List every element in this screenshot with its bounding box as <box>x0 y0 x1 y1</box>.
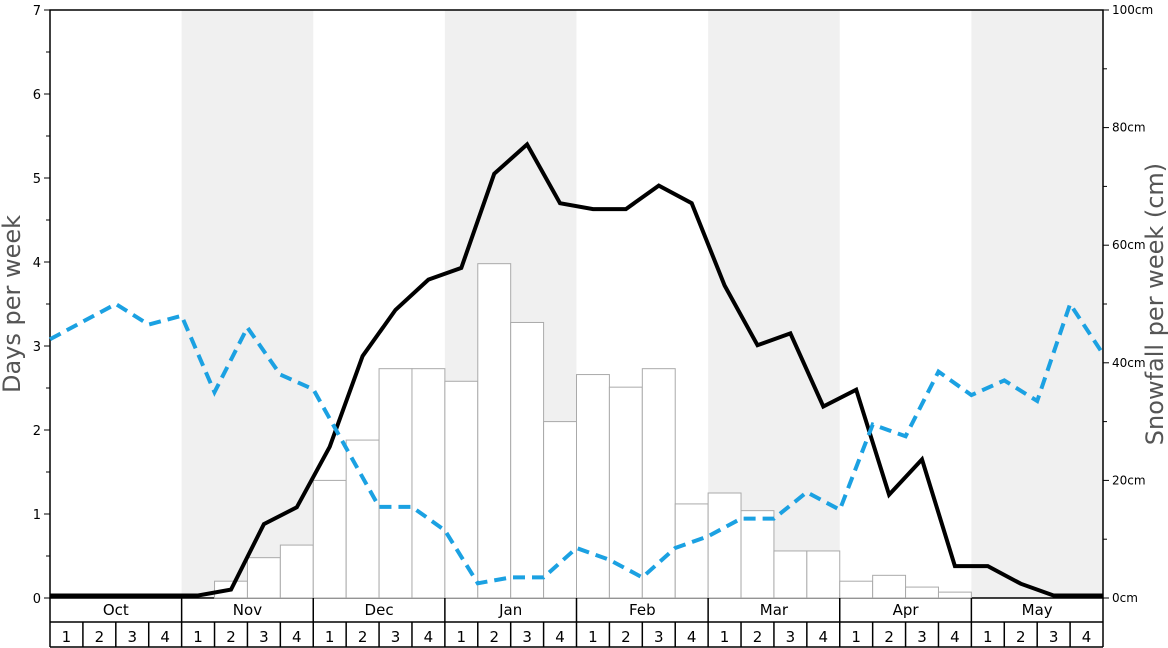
week-label: 3 <box>522 628 532 646</box>
right-tick-label: 100cm <box>1112 3 1153 17</box>
month-label-oct: Oct <box>103 601 129 619</box>
week-label: 2 <box>1016 628 1026 646</box>
week-label: 3 <box>917 628 927 646</box>
week-label: 2 <box>489 628 499 646</box>
snowfall-bar <box>740 510 775 599</box>
week-label: 2 <box>753 628 763 646</box>
week-label: 3 <box>1049 628 1059 646</box>
snowfall-bar <box>576 374 610 599</box>
snowfall-bar <box>312 479 347 599</box>
right-tick-label: 0cm <box>1112 591 1138 605</box>
week-label: 1 <box>193 628 203 646</box>
data-lines <box>49 141 1105 598</box>
right-tick-label: 60cm <box>1112 238 1146 252</box>
week-label: 1 <box>62 628 72 646</box>
snowfall-bar <box>543 421 577 599</box>
week-label: 1 <box>983 628 993 646</box>
snowfall-bar <box>608 386 643 599</box>
week-label: 4 <box>687 628 697 646</box>
snowfall-bar <box>510 321 545 599</box>
right-tick-label: 40cm <box>1112 356 1146 370</box>
week-label: 4 <box>950 628 960 646</box>
week-label: 3 <box>391 628 401 646</box>
week-label: 1 <box>457 628 467 646</box>
week-label: 2 <box>226 628 236 646</box>
week-label: 1 <box>720 628 730 646</box>
right-tick-label: 80cm <box>1112 121 1146 135</box>
week-label: 4 <box>819 628 829 646</box>
snowfall-bar <box>773 550 808 599</box>
month-shade-nov <box>181 10 314 598</box>
week-label: 4 <box>1082 628 1092 646</box>
snowfall-bars <box>214 263 972 599</box>
days-line <box>50 141 1103 598</box>
week-label: 1 <box>325 628 335 646</box>
week-label: 4 <box>292 628 302 646</box>
month-label-jan: Jan <box>498 601 522 619</box>
snowfall-bar <box>378 368 413 599</box>
week-label: 3 <box>654 628 664 646</box>
left-tick-label: 7 <box>33 4 41 19</box>
week-label: 4 <box>160 628 170 646</box>
month-label-dec: Dec <box>365 601 394 619</box>
snowfall-bar <box>872 574 907 599</box>
right-axis: 0cm 20cm 40cm 60cm 80cm 100cm <box>1103 3 1153 605</box>
left-tick-label: 2 <box>33 424 41 439</box>
month-label-apr: Apr <box>893 601 920 619</box>
snowfall-bar <box>937 591 972 599</box>
left-tick-label: 3 <box>33 340 41 355</box>
snowfall-bar <box>806 550 841 599</box>
month-label-may: May <box>1022 601 1053 619</box>
month-week-axis: Oct 1 2 3 4 Nov 1 2 3 4 Dec 1 2 3 4 Jan 1 2 3 4 Feb 1 2 3 4 Mar 1 2… <box>49 598 1104 648</box>
week-label: 1 <box>851 628 861 646</box>
week-label: 2 <box>358 628 368 646</box>
week-label: 2 <box>621 628 631 646</box>
left-tick-label: 4 <box>33 256 41 271</box>
left-axis-title: Days per week <box>0 215 26 393</box>
snowfall-bar <box>905 586 939 599</box>
snowfall-bar <box>707 492 742 599</box>
week-label: 2 <box>95 628 105 646</box>
left-axis: 0 1 2 3 4 5 6 7 <box>33 4 50 607</box>
snowfall-bar <box>345 439 380 599</box>
left-tick-label: 1 <box>33 508 41 523</box>
month-label-nov: Nov <box>233 601 262 619</box>
snowfall-bar <box>477 263 512 599</box>
month-shade-may <box>971 10 1103 598</box>
left-tick-label: 0 <box>33 592 41 607</box>
right-tick-label: 20cm <box>1112 473 1146 487</box>
week-label: 4 <box>555 628 565 646</box>
week-label: 3 <box>127 628 137 646</box>
week-label: 2 <box>884 628 894 646</box>
left-tick-label: 5 <box>33 172 41 187</box>
snowfall-bar <box>839 580 874 599</box>
snowfall-bar <box>641 368 676 599</box>
week-label: 1 <box>588 628 598 646</box>
snowfall-bar <box>444 380 479 599</box>
month-label-feb: Feb <box>629 601 656 619</box>
left-tick-label: 6 <box>33 88 41 103</box>
week-label: 3 <box>786 628 796 646</box>
month-label-mar: Mar <box>760 601 789 619</box>
week-label: 4 <box>424 628 434 646</box>
right-axis-title: Snowfall per week (cm) <box>1141 163 1168 445</box>
snowfall-trend-line <box>49 299 1105 586</box>
snowfall-bar <box>246 557 281 599</box>
snowfall-bar <box>674 503 709 599</box>
week-label: 3 <box>259 628 269 646</box>
snowfall-bar <box>411 368 446 599</box>
snowfall-bar <box>279 544 314 599</box>
